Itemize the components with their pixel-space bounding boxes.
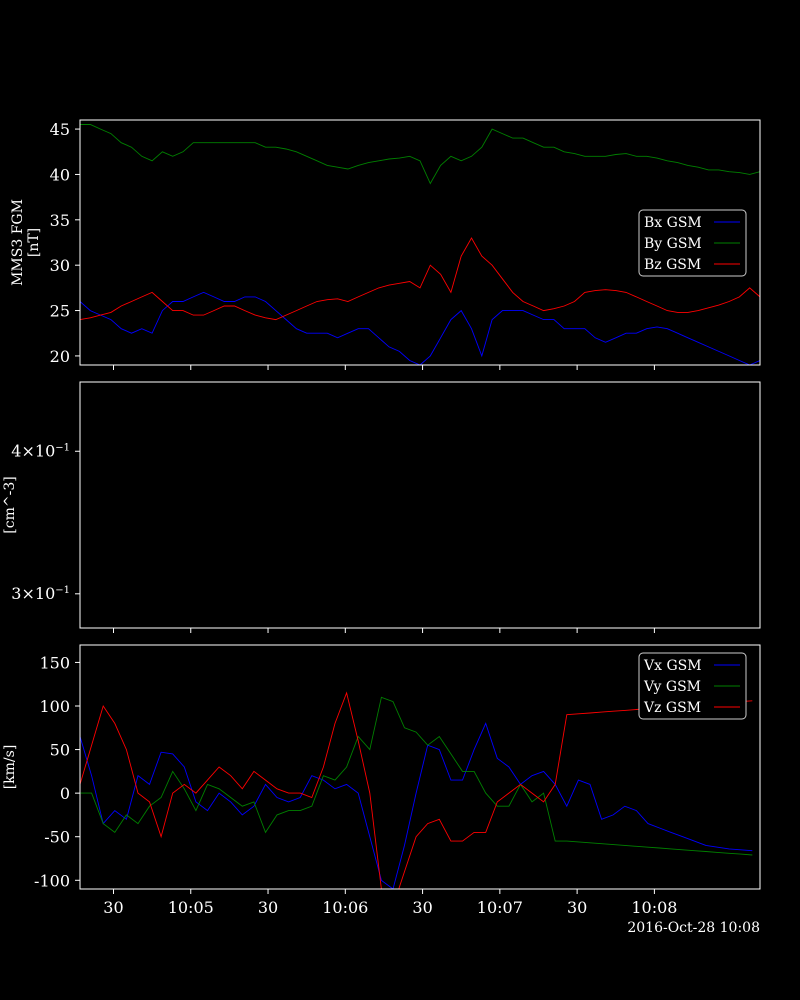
legend: Vx GSM Vy GSM Vz GSM [638,652,747,720]
legend-box [638,209,747,277]
x-tick-label: 30 [412,898,432,917]
legend-box [638,652,747,720]
x-tick-label: 30 [258,898,278,917]
y-tick-label: 35 [50,211,70,230]
date-label: 2016-Oct-28 10:08 [627,920,760,936]
x-tick-label: 10:08 [631,898,677,917]
y-tick-label: 4×10−1 [11,441,70,460]
x-tick-label: 10:05 [168,898,214,917]
series-line-bz-gsm [80,237,760,321]
plot-frame [79,381,761,629]
y-tick-label: 30 [50,256,70,275]
x-tick-label: 10:06 [322,898,368,917]
y-tick-label: 0 [60,784,70,803]
y-tick-label: 150 [39,653,70,672]
series-line-by-gsm [80,124,760,185]
y-axis-label: [km/s] [2,745,18,790]
y-tick-label: 100 [39,697,70,716]
velocity-panel: -100 -50 0 50 100 150 30 10:05 30 10:06 30 10:07 30 1… [2,644,761,917]
series-line-bx-gsm [80,291,760,365]
magnetic-field-panel: 20 25 30 35 40 45 MMS3 FGM[nT] Bx GSM By GSM Bz G… [10,119,761,370]
legend-label: Bx GSM [644,215,702,231]
series-line-vx-gsm [80,722,753,889]
density-panel: 3×10−1 4×10−1 [cm^-3] [2,381,761,633]
series-line-vy-gsm [80,696,753,856]
legend: Bx GSM By GSM Bz GSM [638,209,747,277]
y-tick-label: 50 [50,741,70,760]
x-tick-label: 30 [567,898,587,917]
plot-frame [79,644,761,890]
legend-label: Vz GSM [643,700,701,716]
legend-label: Bz GSM [644,257,701,273]
legend-label: Vy GSM [643,679,701,695]
y-tick-label: 25 [50,302,70,321]
legend-label: By GSM [644,236,702,252]
plot-frame [79,119,761,366]
y-tick-label: 3×10−1 [11,584,70,603]
y-tick-label: -100 [34,871,70,890]
y-axis-label: MMS3 FGM[nT] [10,199,42,286]
y-axis-label: [cm^-3] [2,476,18,533]
y-tick-label: 45 [50,120,70,139]
series-line-vz-gsm [80,691,753,889]
x-tick-label: 30 [103,898,123,917]
x-tick-label: 10:07 [477,898,523,917]
y-tick-label: 40 [50,165,70,184]
legend-label: Vx GSM [643,658,702,674]
y-tick-label: -50 [44,828,70,847]
y-tick-label: 20 [50,347,70,366]
